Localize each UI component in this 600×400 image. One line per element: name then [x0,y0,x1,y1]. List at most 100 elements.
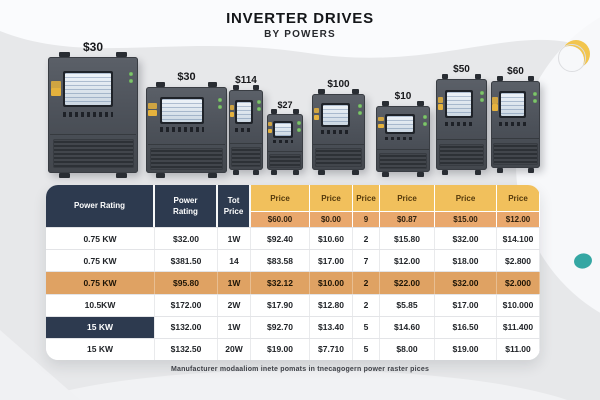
table-cell: $381.50 [155,250,218,272]
table-body: 0.75 KW $32.00 1W $92.40 $10.60 2 $15.80 $32.00… [46,227,540,360]
column-header-label: Price [435,185,496,211]
status-leds [128,72,133,86]
table-cell: 2 [353,228,380,250]
table-cell: $83.58 [251,250,310,272]
mount-tab-icon [318,170,325,175]
table-cell: $16.50 [435,316,497,338]
device-price-label: $30 [177,71,196,83]
inverter-device-8: $60 [491,66,540,173]
table-cell: $13.40 [310,316,353,338]
table-cell: $14.100 [497,228,540,250]
table-cell: $5.85 [380,294,435,316]
table-cell: 0.75 KW [46,272,155,294]
vent-grille-icon [378,152,428,170]
mount-tab-icon [292,109,299,114]
table-cell: $10.000 [497,294,540,316]
device-buttons-row [499,121,527,127]
mount-tab-icon [417,101,424,106]
table-cell: $19.00 [435,338,497,360]
inverter-device-7: $50 [436,64,487,175]
column-header-value: $0.00 [310,211,352,227]
crescent-mask [556,46,584,74]
page-subtitle: BY POWERS [264,29,336,40]
table-cell: $14.60 [380,316,435,338]
column-header-value: $15.00 [435,211,496,227]
lcd-screen-icon [161,99,203,122]
column-header-value: 9 [353,211,379,227]
device-price-label: $114 [235,75,257,86]
mount-tab-icon [116,173,128,178]
table-cell: 0.75 KW [46,250,155,272]
mount-tab-icon [252,170,259,175]
inverter-device-3: $114 [229,75,263,175]
table-cell: 14 [218,250,251,272]
led-icon [128,72,133,77]
table-cell: $92.40 [251,228,310,250]
column-header: Power Rating [155,185,218,227]
device-buttons-row [63,111,113,118]
column-header-label: Price [380,185,434,211]
column-header-value: $12.00 [497,211,539,227]
ring-icon [558,44,586,72]
panel-seam [49,133,137,135]
table-cell: $32.00 [435,228,497,250]
bottom-white-blob [32,370,568,400]
table-row: 0.75 KW $95.80 1W $32.12 $10.00 2 $22.00 $32.00… [46,271,540,294]
table-cell: 20W [218,338,251,360]
led-icon [218,98,223,103]
column-header-price: Price $60.00 [251,185,310,227]
device-buttons-row [444,121,473,127]
table-cell: 10.5KW [46,294,155,316]
table-cell: $17.00 [435,294,497,316]
mount-tab-icon [155,82,166,87]
lcd-screen-icon [275,122,291,137]
status-leds [296,121,301,135]
mount-tab-icon [58,173,70,178]
panel-seam [437,138,486,140]
device-display-screen [234,99,254,125]
column-header-price: Price $15.00 [435,185,497,227]
table-row: 15 KW $132.00 1W $92.70 $13.40 5 $14.60 $16.50 $… [46,315,540,338]
device-price-label: $100 [327,79,350,90]
table-row: 10.5KW $172.00 2W $17.90 $12.80 2 $5.85 $17.00 $… [46,293,540,316]
column-header-label: Price [497,185,539,211]
table-cell: 5 [353,338,380,360]
warning-label-icon [50,88,61,97]
led-icon [357,103,362,108]
column-header-value: $0.87 [380,211,434,227]
led-icon [422,114,427,119]
mount-tab-icon [292,170,299,175]
status-leds [422,114,427,129]
header: INVERTER DRIVES BY POWERS [0,10,600,40]
led-icon [533,92,538,97]
vent-grille-icon [314,147,363,167]
device-display-screen [273,120,293,139]
table-row: 0.75 KW $32.00 1W $92.40 $10.60 2 $15.80 $32.00… [46,227,540,250]
mount-tab-icon [474,74,481,79]
mount-tab-icon [116,52,128,57]
column-header: Tot Price [218,185,251,227]
table-cell: 1W [218,272,251,294]
warning-label-icon [313,114,320,120]
lcd-screen-icon [387,115,413,133]
lcd-screen-icon [501,93,525,117]
device-buttons-row [234,127,254,132]
device-price-label: $10 [394,91,412,102]
column-header-price: Price $0.87 [380,185,435,227]
column-header-price: Price 9 [353,185,380,227]
device-display-screen [499,91,527,119]
warning-label-icon [148,110,158,117]
device-price-label: $30 [82,40,104,54]
table-header-row: Power Rating Power Rating Tot Price Price $… [46,185,540,227]
mount-tab-icon [474,170,481,175]
device-buttons-row [273,140,293,144]
warning-label-icon [437,103,444,110]
table-cell: $10.60 [310,228,353,250]
column-header: Power Rating [46,185,155,227]
status-leds [479,90,484,105]
lcd-screen-icon [236,101,252,123]
table-cell: $15.80 [380,228,435,250]
table-cell: 15 KW [46,338,155,360]
table-cell: 1W [218,228,251,250]
